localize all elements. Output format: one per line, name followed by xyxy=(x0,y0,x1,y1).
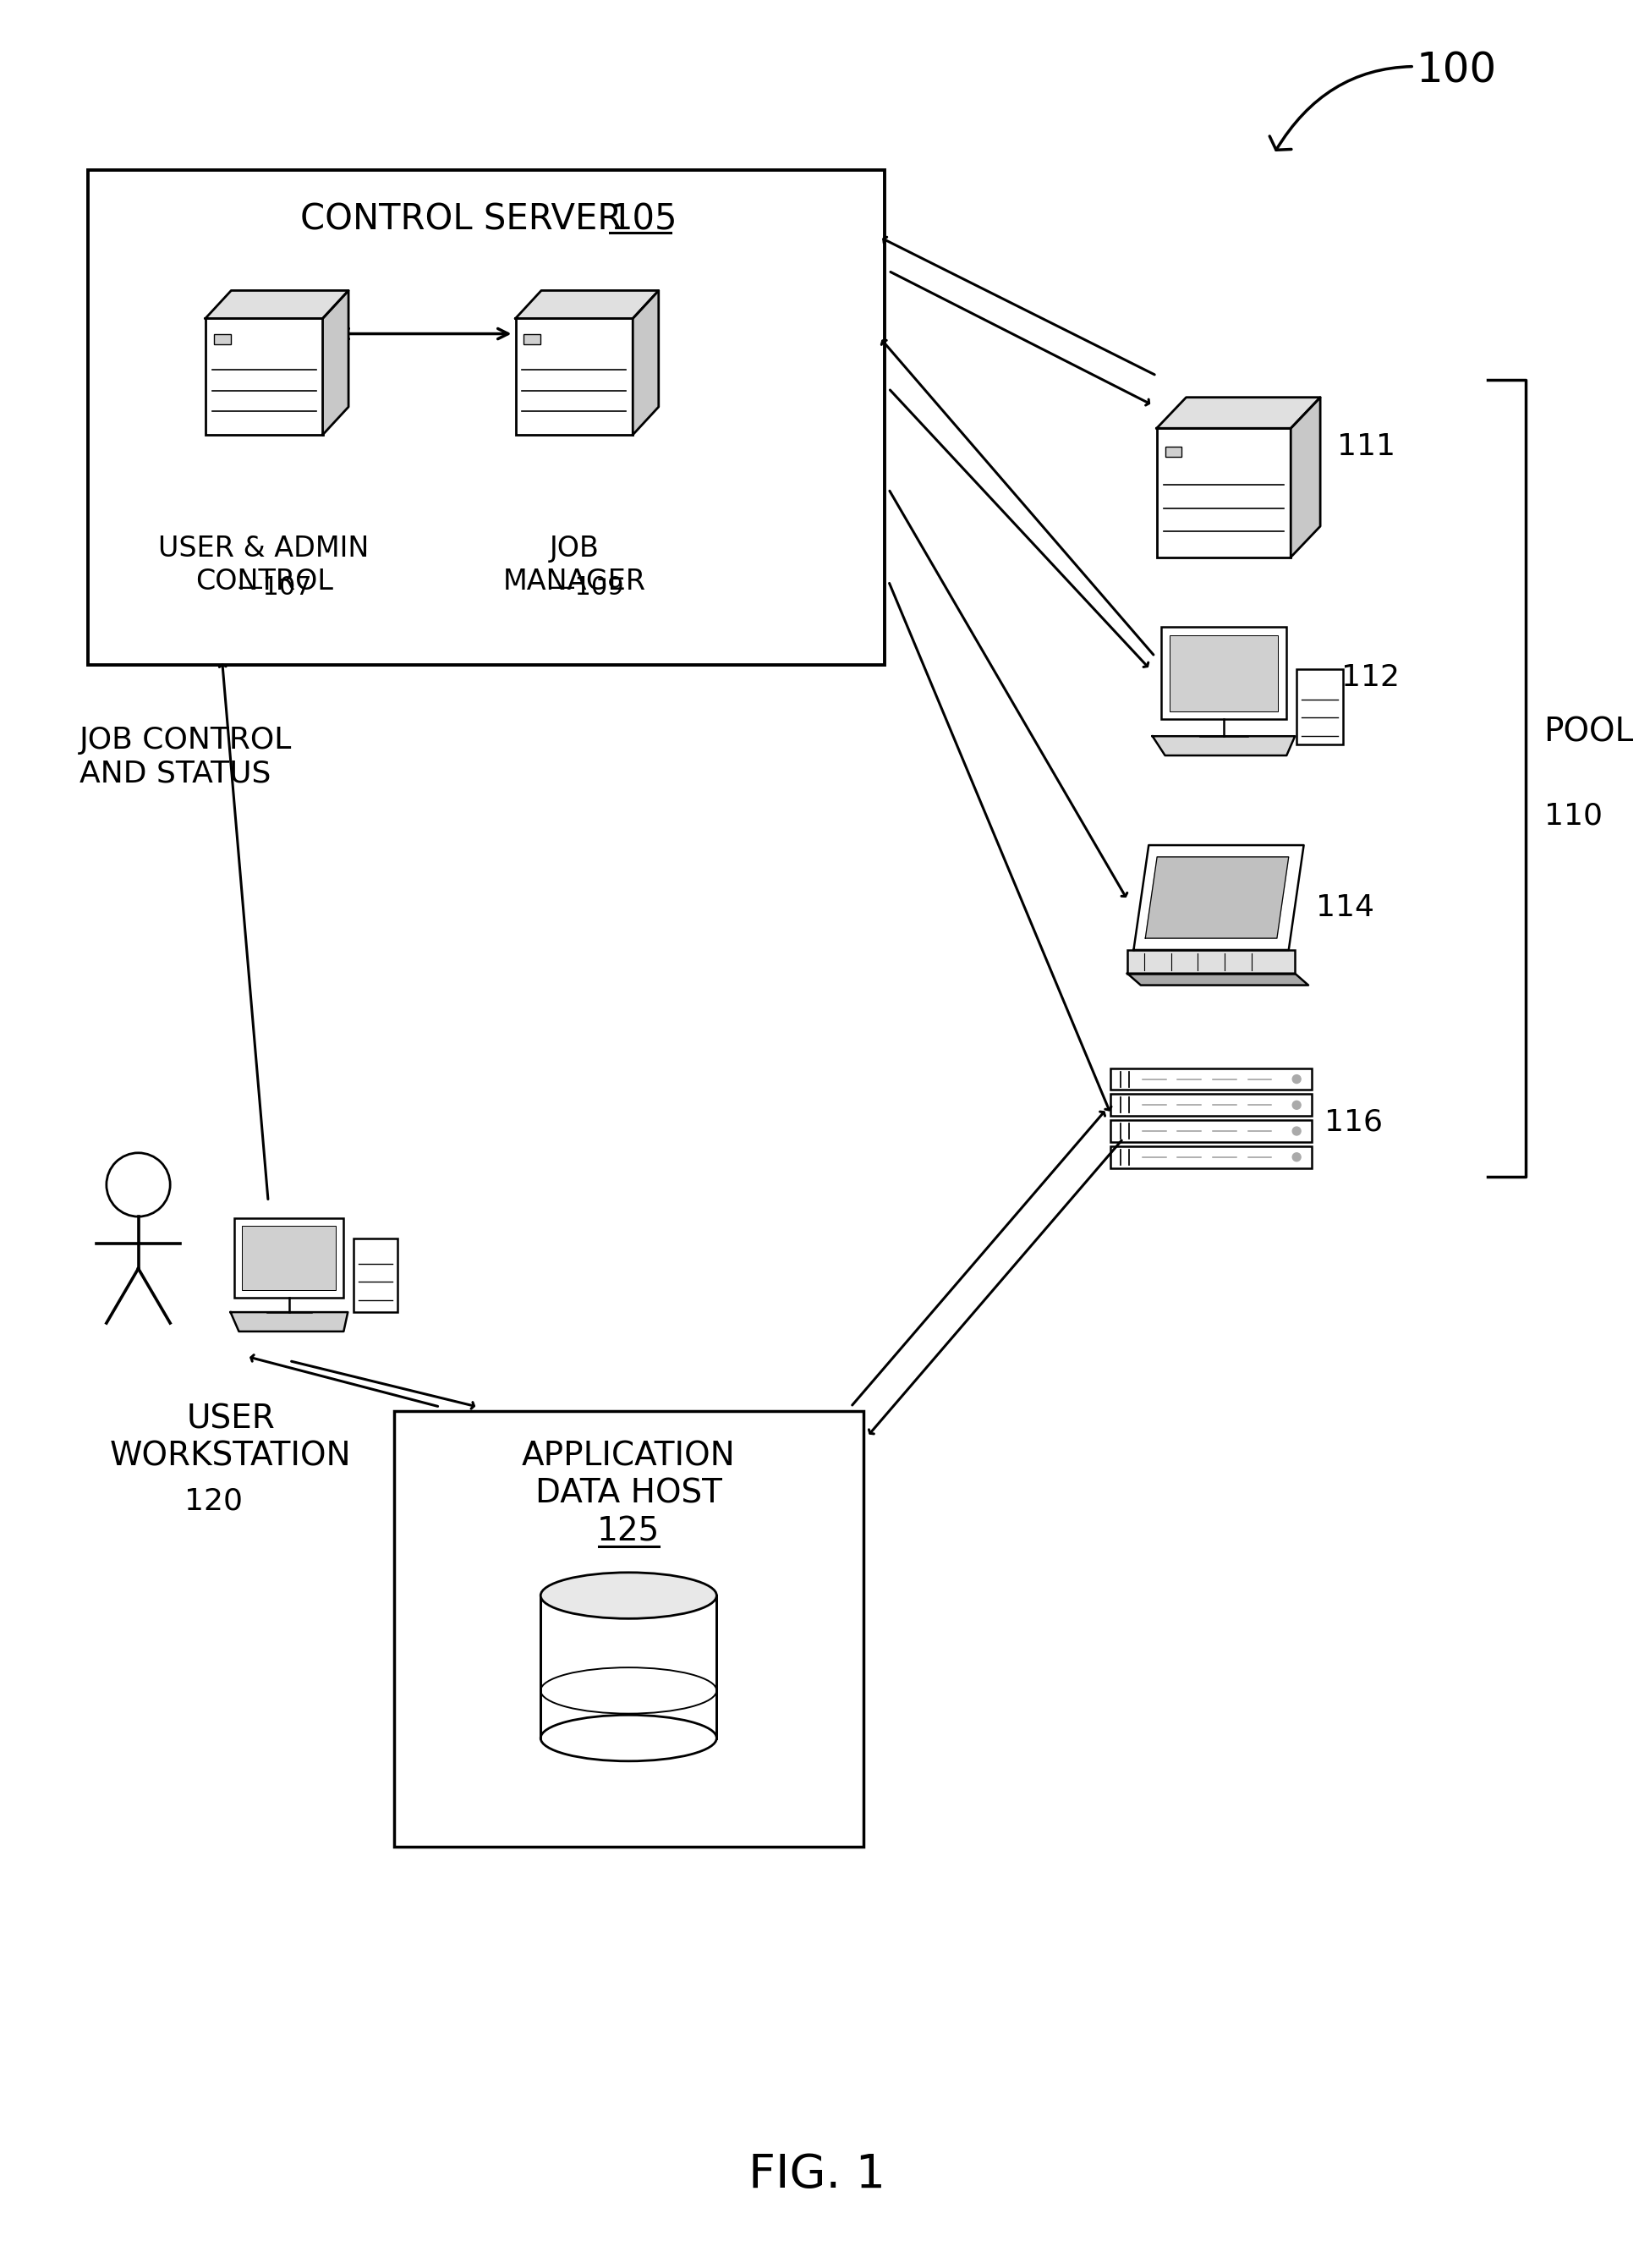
FancyBboxPatch shape xyxy=(1165,447,1181,456)
Text: USER & ADMIN
CONTROL: USER & ADMIN CONTROL xyxy=(158,535,370,594)
Text: 114: 114 xyxy=(1317,894,1374,923)
Text: POOL: POOL xyxy=(1544,717,1634,748)
Polygon shape xyxy=(1145,857,1289,939)
Circle shape xyxy=(1292,1100,1300,1109)
FancyBboxPatch shape xyxy=(243,1225,337,1290)
Polygon shape xyxy=(634,290,658,435)
Polygon shape xyxy=(1127,973,1308,984)
FancyBboxPatch shape xyxy=(1157,429,1290,558)
FancyBboxPatch shape xyxy=(1127,950,1295,973)
Polygon shape xyxy=(515,290,658,318)
FancyBboxPatch shape xyxy=(1297,669,1343,744)
Text: JOB
MANAGER: JOB MANAGER xyxy=(503,535,645,594)
FancyBboxPatch shape xyxy=(87,170,884,665)
Text: 111: 111 xyxy=(1337,433,1396,460)
FancyBboxPatch shape xyxy=(394,1411,863,1846)
Text: FIG. 1: FIG. 1 xyxy=(749,2152,886,2198)
Text: 100: 100 xyxy=(1269,50,1497,150)
Circle shape xyxy=(1292,1075,1300,1084)
Text: 105: 105 xyxy=(610,202,678,238)
Text: —107: —107 xyxy=(238,576,312,599)
FancyBboxPatch shape xyxy=(541,1594,716,1737)
Text: JOB CONTROL
AND STATUS: JOB CONTROL AND STATUS xyxy=(79,726,292,789)
Ellipse shape xyxy=(541,1715,716,1762)
FancyBboxPatch shape xyxy=(1110,1093,1312,1116)
Text: 120: 120 xyxy=(185,1486,243,1515)
FancyBboxPatch shape xyxy=(1110,1068,1312,1091)
FancyBboxPatch shape xyxy=(515,318,634,435)
Text: 116: 116 xyxy=(1325,1107,1383,1136)
FancyBboxPatch shape xyxy=(353,1238,398,1313)
Text: USER
WORKSTATION: USER WORKSTATION xyxy=(109,1402,351,1472)
Polygon shape xyxy=(231,1313,348,1331)
Circle shape xyxy=(1292,1127,1300,1136)
Polygon shape xyxy=(205,290,348,318)
Text: 112: 112 xyxy=(1341,662,1399,692)
Polygon shape xyxy=(1152,737,1295,755)
FancyBboxPatch shape xyxy=(205,318,323,435)
Ellipse shape xyxy=(541,1572,716,1619)
Text: —109: —109 xyxy=(549,576,624,599)
Text: CONTROL SERVER: CONTROL SERVER xyxy=(300,202,622,238)
Text: 110: 110 xyxy=(1544,801,1602,830)
FancyBboxPatch shape xyxy=(1170,635,1279,712)
FancyBboxPatch shape xyxy=(234,1218,343,1297)
FancyBboxPatch shape xyxy=(214,333,231,345)
Polygon shape xyxy=(1157,397,1320,429)
Polygon shape xyxy=(1290,397,1320,558)
FancyBboxPatch shape xyxy=(1110,1145,1312,1168)
FancyBboxPatch shape xyxy=(1110,1120,1312,1143)
Text: APPLICATION
DATA HOST: APPLICATION DATA HOST xyxy=(521,1440,736,1510)
Circle shape xyxy=(1292,1152,1300,1161)
FancyBboxPatch shape xyxy=(523,333,541,345)
Polygon shape xyxy=(323,290,348,435)
FancyBboxPatch shape xyxy=(1162,628,1287,719)
Polygon shape xyxy=(1134,846,1304,950)
Text: 125: 125 xyxy=(597,1515,660,1549)
